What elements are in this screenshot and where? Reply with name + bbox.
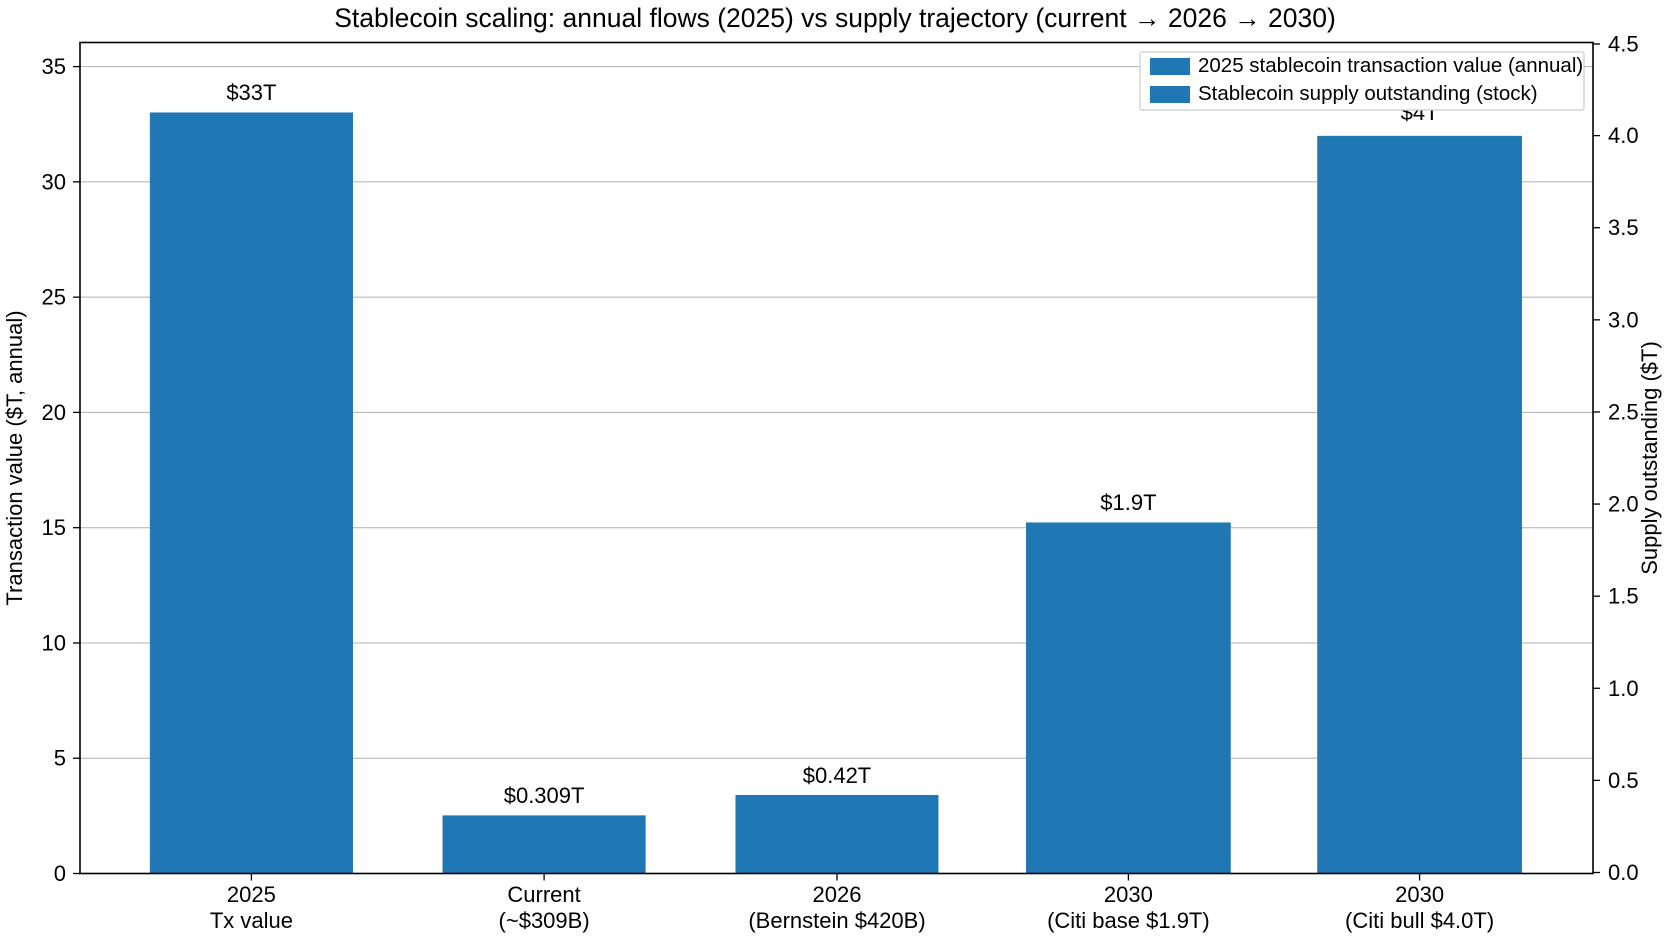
svg-text:Tx value: Tx value xyxy=(210,908,293,933)
svg-text:(~$309B): (~$309B) xyxy=(499,908,590,933)
svg-text:2030: 2030 xyxy=(1395,882,1444,907)
svg-text:35: 35 xyxy=(42,54,66,79)
svg-text:30: 30 xyxy=(42,169,66,194)
svg-text:10: 10 xyxy=(42,630,66,655)
svg-text:Stablecoin scaling: annual flo: Stablecoin scaling: annual flows (2025) … xyxy=(334,3,1336,33)
svg-text:2026: 2026 xyxy=(813,882,862,907)
svg-text:2025 stablecoin transaction va: 2025 stablecoin transaction value (annua… xyxy=(1198,54,1583,77)
svg-text:(Citi base $1.9T): (Citi base $1.9T) xyxy=(1047,908,1210,933)
svg-text:$0.42T: $0.42T xyxy=(803,763,872,788)
svg-text:5: 5 xyxy=(54,746,66,771)
svg-text:1.0: 1.0 xyxy=(1608,676,1639,701)
svg-text:2025: 2025 xyxy=(227,882,276,907)
svg-text:$0.309T: $0.309T xyxy=(504,783,585,808)
svg-text:4.0: 4.0 xyxy=(1608,123,1639,148)
svg-text:20: 20 xyxy=(42,400,66,425)
svg-text:(Bernstein $420B): (Bernstein $420B) xyxy=(748,908,925,933)
svg-text:0.5: 0.5 xyxy=(1608,768,1639,793)
svg-text:Supply outstanding ($T): Supply outstanding ($T) xyxy=(1637,341,1662,575)
svg-text:0: 0 xyxy=(54,861,66,886)
svg-text:3.5: 3.5 xyxy=(1608,215,1639,240)
svg-text:Transaction value ($T, annual): Transaction value ($T, annual) xyxy=(2,310,27,605)
svg-text:25: 25 xyxy=(42,285,66,310)
svg-text:3.0: 3.0 xyxy=(1608,307,1639,332)
svg-text:(Citi bull $4.0T): (Citi bull $4.0T) xyxy=(1345,908,1494,933)
svg-text:Current: Current xyxy=(507,882,580,907)
svg-text:4.5: 4.5 xyxy=(1608,32,1639,57)
svg-text:2.5: 2.5 xyxy=(1608,399,1639,424)
svg-text:0.0: 0.0 xyxy=(1608,860,1639,885)
svg-text:$33T: $33T xyxy=(226,80,276,105)
svg-text:2030: 2030 xyxy=(1104,882,1153,907)
svg-text:Stablecoin supply outstanding: Stablecoin supply outstanding (stock) xyxy=(1198,82,1538,105)
svg-text:2.0: 2.0 xyxy=(1608,492,1639,517)
svg-text:$1.9T: $1.9T xyxy=(1100,490,1156,515)
svg-text:1.5: 1.5 xyxy=(1608,584,1639,609)
svg-text:15: 15 xyxy=(42,515,66,540)
